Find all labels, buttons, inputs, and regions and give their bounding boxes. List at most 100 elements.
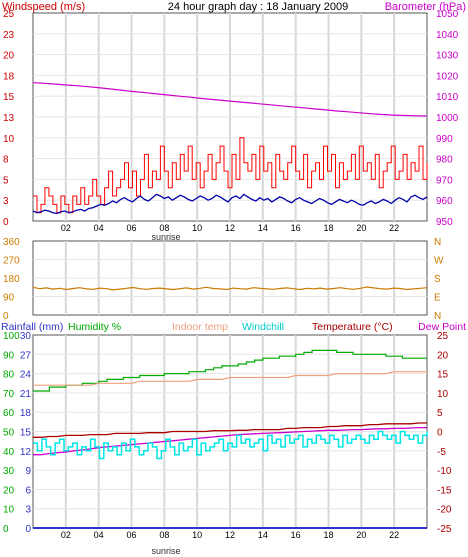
rainfall-tick: 18 [20, 408, 32, 419]
wind-panel-x-tick: 14 [258, 223, 268, 233]
direction-compass-tick: S [434, 274, 441, 285]
humidity-tick: 90 [3, 350, 15, 361]
wind-panel-x-tick: 18 [323, 223, 333, 233]
temp-panel-x-tick: 08 [159, 530, 169, 540]
temp-panel-x-tick: 16 [291, 530, 301, 540]
barometer-tick: 990 [436, 134, 453, 145]
windspeed-axis-label: Windspeed (m/s) [2, 1, 85, 13]
rainfall-tick: 21 [20, 389, 32, 400]
direction-degree-tick: 0 [3, 311, 9, 322]
windspeed-tick: 0 [3, 217, 9, 228]
wind-panel-x-tick: 20 [356, 223, 366, 233]
rainfall-tick: 27 [20, 350, 32, 361]
windspeed-tick: 15 [3, 92, 15, 103]
direction-degree-tick: 360 [3, 237, 20, 248]
barometer-tick: 1000 [436, 113, 459, 124]
rainfall-tick: 9 [25, 466, 31, 477]
temperature-tick: -20 [437, 505, 452, 516]
wind-panel-x-tick: 10 [192, 223, 202, 233]
windspeed-tick: 18 [3, 71, 15, 82]
rainfall-tick: 6 [25, 485, 31, 496]
humidity-series [33, 349, 427, 392]
humidity-tick: 10 [3, 505, 15, 516]
barometer-tick: 950 [436, 217, 453, 228]
barometer-tick: 1030 [436, 51, 459, 62]
temperature-tick: -10 [437, 466, 452, 477]
temperature-tick: -25 [437, 524, 452, 535]
temp-panel-x-tick: 04 [94, 530, 104, 540]
temp-panel-x-tick: 02 [61, 530, 71, 540]
humidity-tick: 30 [3, 466, 15, 477]
rainfall-tick: 12 [20, 447, 32, 458]
temperature-tick: 0 [437, 428, 443, 439]
barometer-tick: 1020 [436, 71, 459, 82]
legend-temperature: Temperature (°C) [312, 321, 393, 333]
windspeed-tick: 10 [3, 134, 15, 145]
temp-panel-x-tick: 20 [356, 530, 366, 540]
wind-direction-series [32, 286, 428, 291]
legend-dew-point: Dew Point [418, 321, 466, 333]
legend-indoor-temp: Indoor temp [172, 321, 228, 333]
temp-panel-x-tick: 18 [323, 530, 333, 540]
temperature-tick: -5 [437, 447, 446, 458]
direction-compass-tick: N [434, 311, 441, 322]
humidity-tick: 20 [3, 485, 15, 496]
legend-humidity: Humidity % [68, 321, 121, 333]
barometer-tick: 960 [436, 196, 453, 207]
barometer-tick: 1040 [436, 30, 459, 41]
windspeed-tick: 8 [3, 155, 9, 166]
direction-compass-tick: N [434, 237, 441, 248]
direction-degree-tick: 180 [3, 274, 20, 285]
chart-title: 24 hour graph day : 18 January 2009 [168, 1, 348, 13]
temp-panel-x-tick: 10 [192, 530, 202, 540]
temperature-tick: 15 [437, 370, 449, 381]
direction-compass-tick: E [434, 293, 441, 304]
humidity-tick: 40 [3, 447, 15, 458]
sunrise-label-bottom: sunrise [151, 546, 180, 556]
humidity-tick: 50 [3, 428, 15, 439]
temperature-tick: 10 [437, 389, 449, 400]
windspeed-tick: 20 [3, 51, 15, 62]
temp-panel-x-tick: 12 [225, 530, 235, 540]
avg-wind-series [32, 193, 428, 215]
humidity-tick: 0 [3, 524, 9, 535]
wind-panel-x-tick: 12 [225, 223, 235, 233]
gust-series [33, 137, 428, 214]
direction-compass-tick: W [434, 256, 444, 267]
rainfall-tick: 15 [20, 428, 32, 439]
rainfall-tick: 24 [20, 370, 32, 381]
wind-panel-x-tick: 08 [159, 223, 169, 233]
barometer-tick: 980 [436, 155, 453, 166]
direction-degree-tick: 90 [3, 293, 15, 304]
windspeed-tick: 3 [3, 196, 9, 207]
barometer-tick: 970 [436, 175, 453, 186]
windchill-series [33, 430, 428, 460]
direction-degree-tick: 270 [3, 256, 20, 267]
windspeed-tick: 23 [3, 30, 15, 41]
temp-panel-x-tick: 14 [258, 530, 268, 540]
indoor-temp-series [33, 371, 427, 386]
wind-panel-x-tick: 04 [94, 223, 104, 233]
temperature-tick: 5 [437, 408, 443, 419]
temperature-tick: -15 [437, 485, 452, 496]
windspeed-tick: 5 [3, 175, 9, 186]
barometer-series [32, 82, 428, 117]
wind-panel-x-tick: 06 [126, 223, 136, 233]
legend-windchill: Windchill [242, 321, 284, 333]
humidity-tick: 60 [3, 408, 15, 419]
windspeed-tick: 13 [3, 113, 15, 124]
humidity-tick: 80 [3, 370, 15, 381]
legend-rainfall: Rainfall (mm) [1, 321, 63, 333]
humidity-tick: 100 [3, 331, 20, 342]
wind-panel-x-tick: 02 [61, 223, 71, 233]
temperature-tick: 20 [437, 350, 449, 361]
rainfall-tick: 30 [20, 331, 32, 342]
wind-panel-x-tick: 22 [389, 223, 399, 233]
rainfall-tick: 3 [25, 505, 31, 516]
wind-panel-x-tick: 16 [291, 223, 301, 233]
temp-panel-x-tick: 06 [126, 530, 136, 540]
sunrise-label-top: sunrise [151, 232, 180, 242]
temp-panel-x-tick: 22 [389, 530, 399, 540]
